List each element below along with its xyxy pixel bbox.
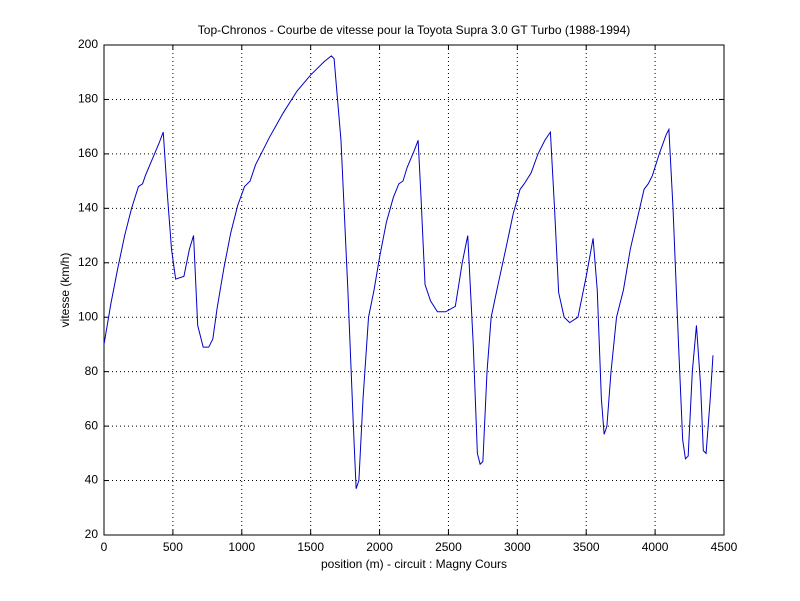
x-tick-label: 0 — [101, 540, 108, 554]
chart-title: Top-Chronos - Courbe de vitesse pour la … — [198, 23, 630, 37]
y-tick-label: 180 — [78, 92, 98, 106]
x-tick-label: 2500 — [435, 540, 462, 554]
plot-frame — [103, 44, 725, 536]
x-tick-label: 3000 — [504, 540, 531, 554]
y-tick-label: 140 — [78, 201, 98, 215]
y-tick-label: 40 — [85, 473, 99, 487]
y-tick-label: 80 — [85, 364, 99, 378]
x-tick-label: 4500 — [711, 540, 738, 554]
x-tick-label: 500 — [163, 540, 183, 554]
data-line — [103, 55, 714, 489]
y-axis-label: vitesse (km/h) — [58, 253, 72, 328]
y-tick-label: 100 — [78, 309, 98, 323]
y-tick-label: 200 — [78, 37, 98, 51]
x-tick-label: 4000 — [642, 540, 669, 554]
x-axis-label: position (m) - circuit : Magny Cours — [321, 557, 507, 571]
y-tick-label: 160 — [78, 146, 98, 160]
y-tick-label: 60 — [85, 418, 99, 432]
y-tick-label: 120 — [78, 255, 98, 269]
x-tick-label: 2000 — [366, 540, 393, 554]
x-tick-label: 1000 — [228, 540, 255, 554]
y-tick-label: 20 — [85, 527, 99, 541]
x-tick-label: 1500 — [297, 540, 324, 554]
x-tick-label: 3500 — [573, 540, 600, 554]
